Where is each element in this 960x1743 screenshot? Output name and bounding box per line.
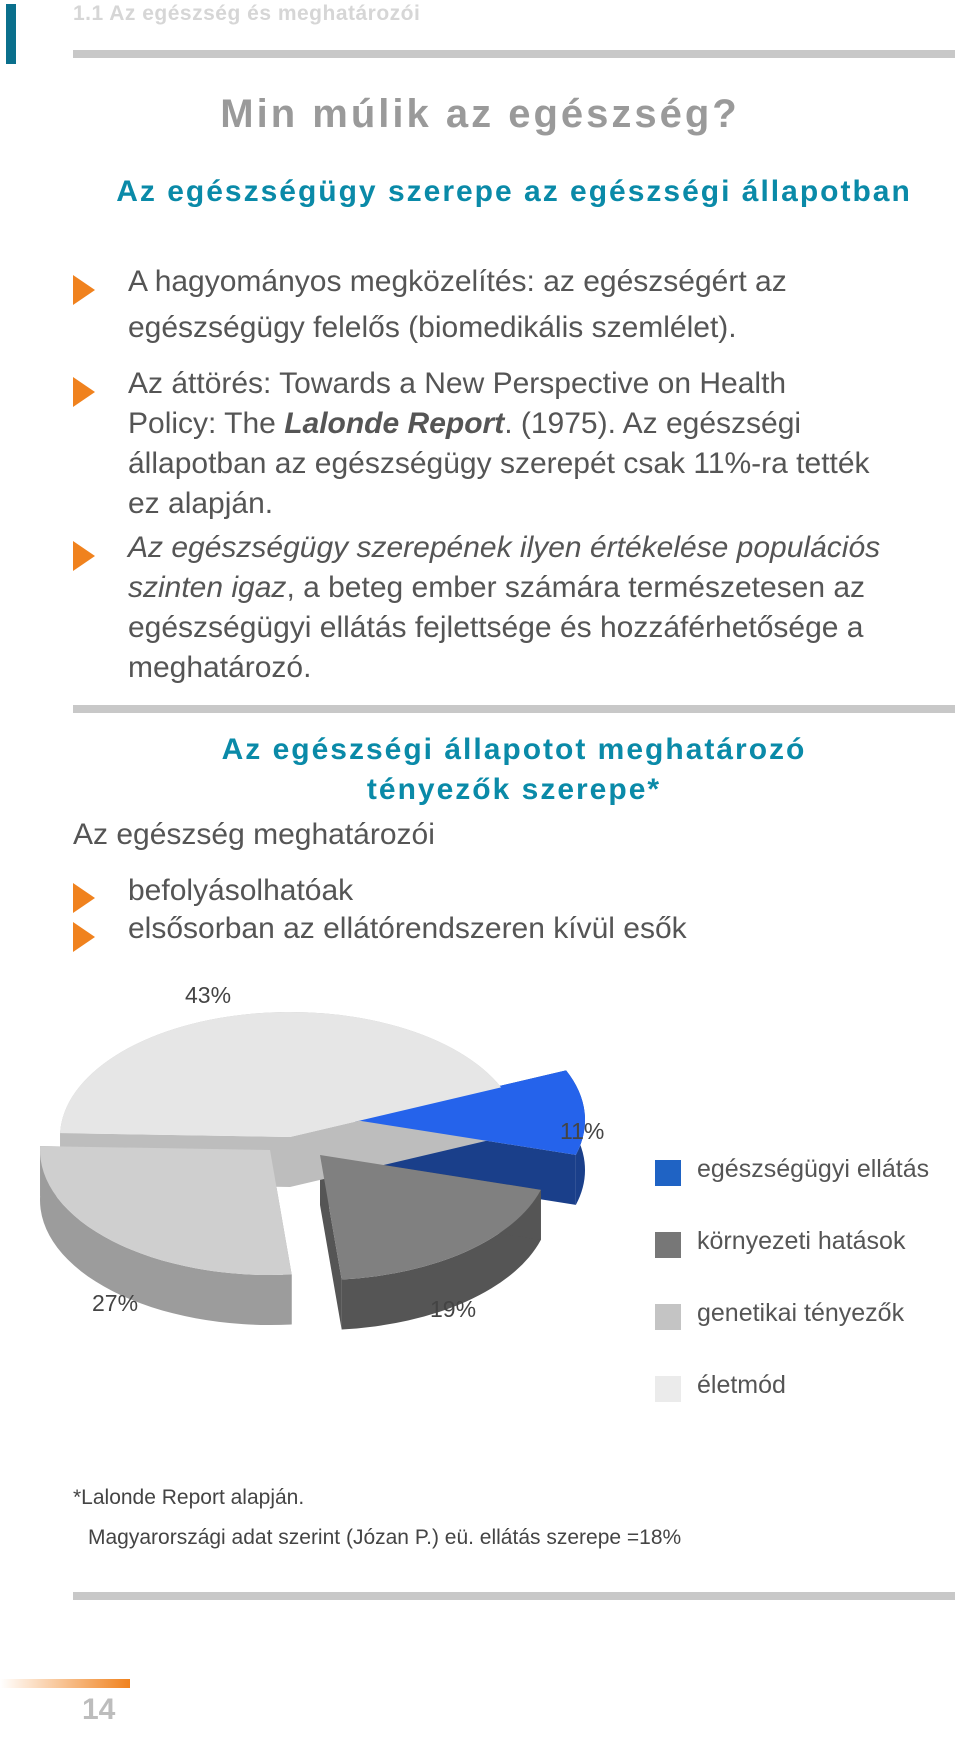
section1-bullet-3: Az egészségügy szerepének ilyen értékelé…: [128, 531, 881, 684]
bullet-arrow-icon: [73, 541, 95, 571]
section2-bullet-2: elsősorban az ellátórendszeren kívül eső…: [128, 912, 687, 945]
header-rule: [73, 50, 955, 58]
pie-slice-genetikai: [40, 1146, 292, 1275]
legend-label-kornyezeti: környezeti hatások: [697, 1227, 906, 1255]
bullet-arrow-icon: [73, 883, 95, 913]
pie-label-eletmod: 43%: [185, 982, 232, 1008]
section1-bullet-1: A hagyományos megközelítés: az egészségé…: [128, 265, 787, 344]
page-number: 14: [82, 1693, 116, 1726]
section2-bullet-1: befolyásolhatóak: [128, 874, 354, 907]
section2-subtitle: Az egészség meghatározói: [73, 818, 435, 851]
page-title: Min múlik az egészség?: [220, 92, 740, 136]
legend-swatch-genetikai: [655, 1304, 681, 1330]
footnote: *Lalonde Report alapján.: [73, 1486, 305, 1509]
pie-slice-egeszsegugyi: [355, 1070, 585, 1155]
header-accent-bar: [6, 4, 16, 64]
bullet-arrow-icon: [73, 377, 95, 407]
footer-rule: [73, 1592, 955, 1600]
pie-slice-kornyezeti: [320, 1155, 541, 1280]
section1-title: Az egészségügy szerepe az egészségi álla…: [116, 175, 912, 208]
pie-label-kornyezeti: 19%: [430, 1296, 477, 1322]
legend-swatch-eletmod: [655, 1376, 681, 1402]
bullet-arrow-icon: [73, 275, 95, 305]
section2-title: Az egészségi állapotot meghatározó ténye…: [221, 733, 807, 806]
pie-label-genetikai: 27%: [92, 1290, 139, 1316]
page-accent-bar: [0, 1679, 130, 1688]
section-rule: [73, 705, 955, 713]
legend-label-genetikai: genetikai tényezők: [697, 1299, 905, 1327]
pie-slice-genetikai-side: [39, 1146, 292, 1325]
section1-bullet-2: Az áttörés: Towards a New Perspective on…: [128, 367, 870, 520]
bullet-arrow-icon: [73, 922, 95, 952]
legend-label-eletmod: életmód: [697, 1371, 786, 1399]
legend-swatch-egeszsegugyi: [655, 1160, 681, 1186]
pie-label-egeszsegugyi: 11%: [560, 1118, 605, 1144]
hungary-note: Magyarországi adat szerint (Józan P.) eü…: [88, 1526, 682, 1549]
pie-slice-eletmod: [60, 1012, 502, 1137]
section-header: 1.1 Az egészség és meghatározói: [73, 2, 421, 25]
pie-chart: [39, 1012, 585, 1330]
legend-swatch-kornyezeti: [655, 1232, 681, 1258]
pie-slice-kornyezeti-side: [320, 1155, 541, 1330]
legend-label-egeszsegugyi: egészségügyi ellátás: [697, 1155, 930, 1183]
